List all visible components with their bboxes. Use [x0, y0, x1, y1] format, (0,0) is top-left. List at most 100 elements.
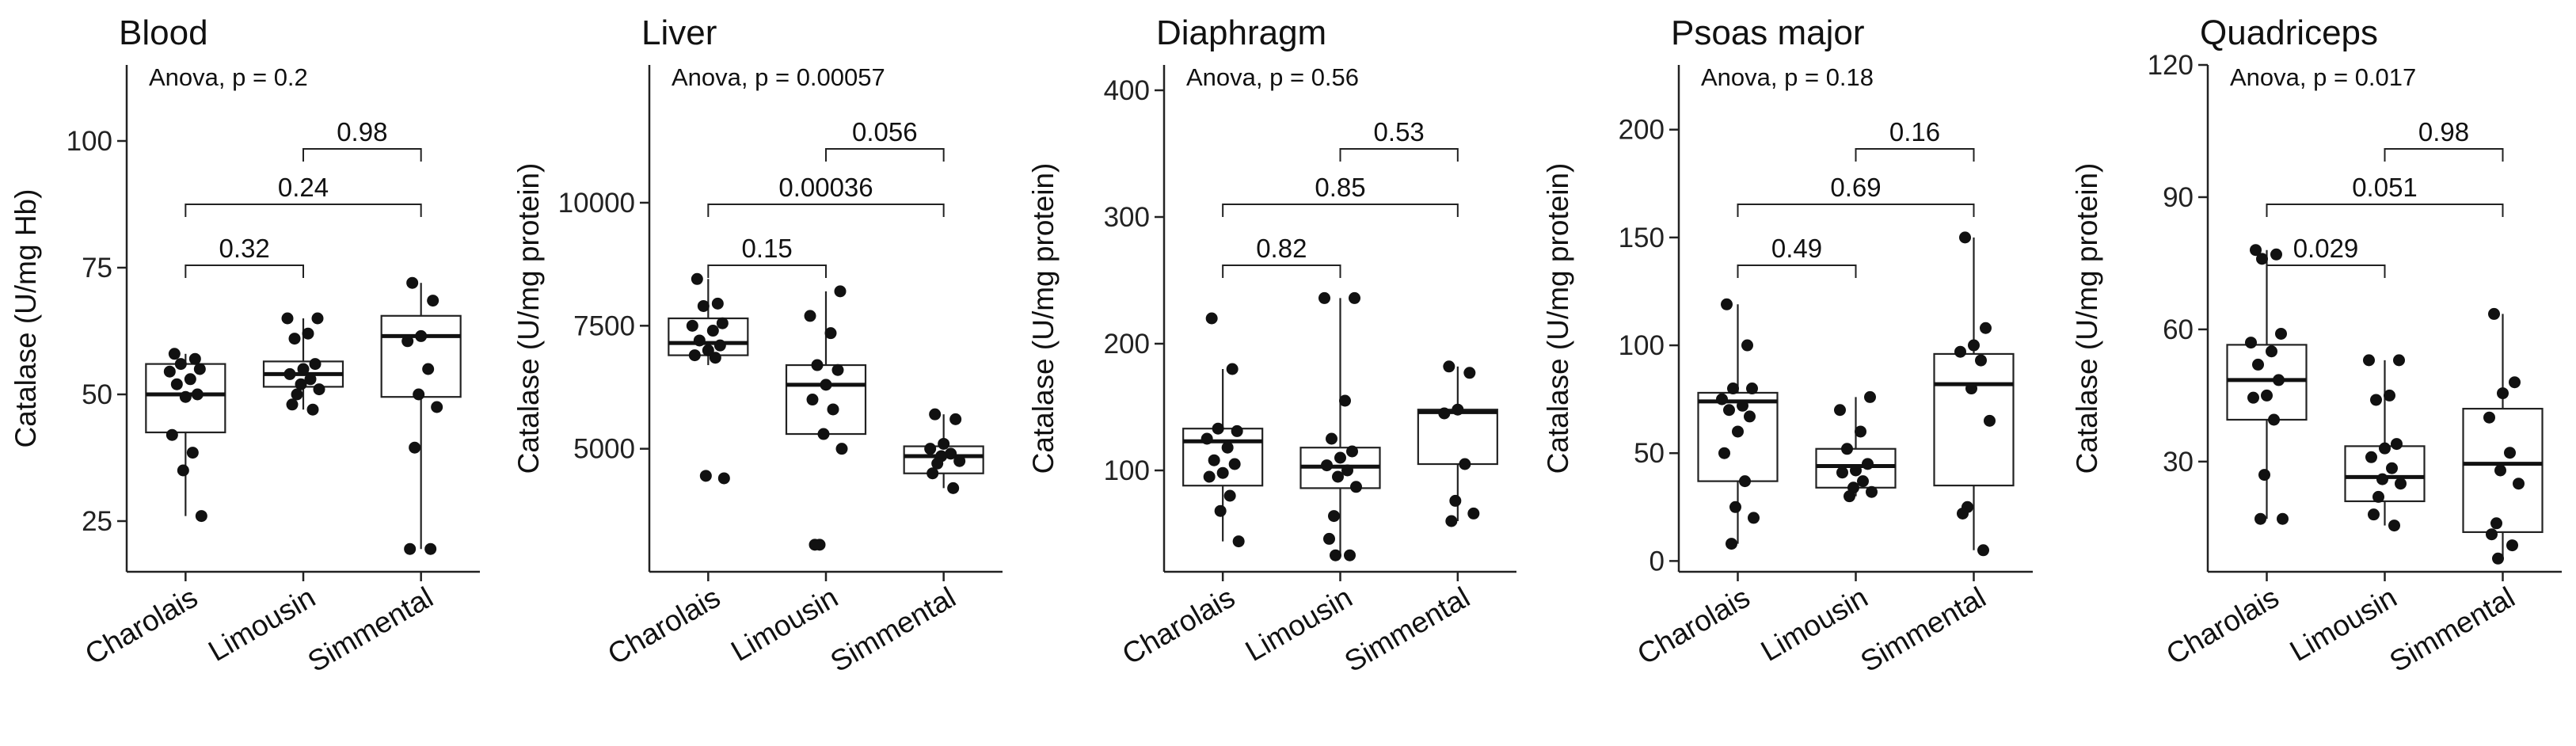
data-point [1723, 404, 1735, 417]
data-point [709, 352, 721, 364]
anova-label: Anova, p = 0.56 [1186, 63, 1359, 91]
y-tick-label: 50 [82, 379, 112, 410]
data-point [415, 329, 428, 342]
data-point [163, 365, 176, 378]
data-point [1959, 231, 1971, 244]
comparison-bracket [1222, 204, 1459, 217]
data-point [1467, 507, 1480, 520]
data-point [817, 428, 830, 440]
panel-psoas-major: Psoas major 0 50 100 150 200 Catalase (U/mg pr… [1542, 13, 2033, 678]
data-point [2252, 358, 2264, 371]
x-tick-label: Limousin [2285, 580, 2403, 668]
comparison-bracket [1737, 204, 1975, 217]
data-point [2386, 462, 2398, 474]
data-point [2391, 438, 2403, 451]
data-point [927, 467, 939, 480]
data-point [193, 363, 206, 375]
data-point [184, 373, 196, 386]
data-point [401, 335, 414, 348]
data-point [2388, 520, 2400, 532]
data-point [1954, 345, 1966, 358]
comparison-p-value: 0.49 [1771, 234, 1822, 263]
comparison-bracket [1855, 148, 1975, 162]
comparison-bracket [2266, 265, 2386, 278]
data-point [691, 272, 703, 285]
panel-quadriceps: Quadriceps 30 60 90 120 Catalase (U/mg protei… [2071, 13, 2562, 678]
panel-liver: Liver 5000 7500 10000 Catalase (U/mg protein… [512, 13, 1003, 678]
data-point [2261, 389, 2273, 402]
y-tick-label: 60 [2163, 314, 2194, 345]
data-point [806, 394, 819, 406]
data-point [697, 299, 710, 312]
anova-label: Anova, p = 0.2 [149, 63, 308, 91]
y-axis-label: Catalase (U/mg protein) [1027, 163, 1060, 474]
data-point [804, 310, 816, 322]
comparison-bracket [1222, 265, 1341, 278]
data-point [2363, 354, 2375, 367]
comparison-bracket [707, 265, 827, 278]
data-point [168, 348, 181, 360]
box-iqr [2226, 344, 2308, 421]
data-point [1232, 535, 1245, 548]
data-point [1463, 367, 1476, 379]
data-point [1214, 504, 1227, 517]
comparison-bracket [707, 204, 945, 217]
data-point [1836, 466, 1848, 479]
comparison-bracket [185, 204, 422, 217]
data-point [427, 295, 439, 307]
panel-title: Psoas major [1671, 13, 1865, 52]
x-tick-label: Limousin [203, 580, 321, 668]
data-point [295, 378, 307, 390]
comparison-p-value: 0.056 [852, 117, 918, 147]
data-point [938, 437, 950, 450]
data-point [2270, 248, 2282, 261]
y-tick-label: 5000 [573, 434, 635, 465]
y-tick-label: 300 [1104, 202, 1150, 233]
panel-title: Diaphragm [1156, 13, 1326, 52]
data-point [2277, 512, 2289, 525]
data-point [2365, 451, 2377, 463]
data-point [827, 403, 839, 416]
y-tick-label: 150 [1619, 223, 1665, 253]
comparison-p-value: 0.00036 [778, 173, 873, 202]
data-point [179, 390, 192, 403]
comparison-bracket [2266, 204, 2504, 217]
data-point [1452, 403, 1464, 416]
data-point [2492, 552, 2504, 565]
data-point [1729, 501, 1741, 513]
data-point [702, 344, 714, 356]
y-tick-label: 25 [82, 506, 112, 537]
data-point [1984, 414, 1996, 427]
comparison-p-value: 0.85 [1315, 173, 1365, 202]
data-point [281, 312, 294, 325]
data-point [699, 470, 712, 482]
data-point [286, 398, 299, 411]
y-axis-label: Catalase (U/mg protein) [2071, 163, 2103, 474]
x-tick-label: Limousin [1756, 580, 1874, 668]
comparison-p-value: 0.53 [1374, 117, 1425, 147]
data-point [283, 367, 296, 380]
box-iqr [380, 314, 462, 398]
data-point [1746, 383, 1758, 395]
comparison-bracket [2384, 148, 2504, 162]
data-point [1850, 464, 1862, 477]
data-point [2368, 508, 2380, 521]
anova-label: Anova, p = 0.00057 [672, 63, 885, 91]
data-point [422, 363, 435, 375]
data-point [2370, 394, 2382, 406]
data-point [2488, 307, 2500, 320]
panel-blood: Blood 25 50 75 100 Catalase (U/mg Hb) Anova, p… [10, 13, 480, 678]
data-point [1864, 390, 1876, 403]
data-point [809, 539, 821, 551]
data-point [1841, 443, 1853, 455]
data-point [1744, 410, 1756, 423]
data-point [2384, 389, 2395, 402]
x-tick-label: Limousin [1240, 580, 1358, 668]
data-point [1216, 466, 1229, 479]
x-tick-label: Simmental [1855, 580, 1992, 678]
data-point [2275, 327, 2287, 340]
data-point [2494, 464, 2506, 477]
data-point [931, 457, 944, 470]
data-point [1205, 312, 1218, 325]
data-point [1834, 404, 1846, 417]
